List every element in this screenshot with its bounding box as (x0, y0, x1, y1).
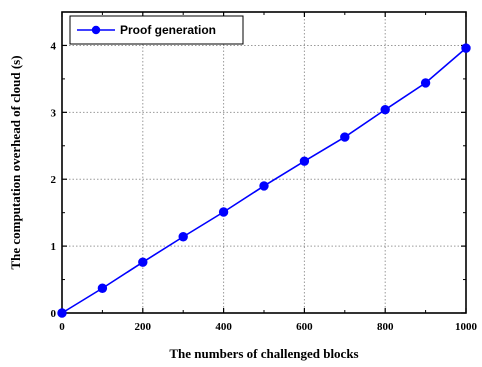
y-tick-label: 4 (51, 40, 57, 52)
data-point (259, 181, 269, 191)
data-point (461, 43, 471, 53)
data-point (57, 308, 67, 318)
x-axis-title: The numbers of challenged blocks (169, 346, 358, 361)
data-point (97, 283, 108, 293)
data-point (299, 156, 310, 166)
data-point (380, 104, 390, 115)
x-tick-label: 1000 (455, 321, 478, 333)
x-tick-label: 800 (377, 321, 394, 333)
x-tick-label: 200 (135, 321, 152, 333)
y-tick-label: 3 (51, 107, 57, 119)
y-tick-label: 0 (51, 308, 57, 320)
data-point (138, 257, 148, 267)
legend-marker (91, 25, 101, 35)
data-point (178, 232, 188, 242)
y-tick-label: 2 (51, 174, 57, 186)
plot-frame (61, 11, 467, 314)
data-point (340, 132, 350, 142)
x-tick-label: 0 (59, 321, 65, 333)
y-tick-label: 1 (51, 241, 57, 253)
data-point (218, 207, 229, 217)
x-tick-label: 600 (296, 321, 313, 333)
x-tick-label: 400 (215, 321, 232, 333)
plot-area (62, 12, 466, 313)
legend-label: Proof generation (120, 23, 216, 37)
data-point (420, 78, 431, 88)
y-axis-title: The computation overhead of cloud (s) (8, 55, 23, 269)
